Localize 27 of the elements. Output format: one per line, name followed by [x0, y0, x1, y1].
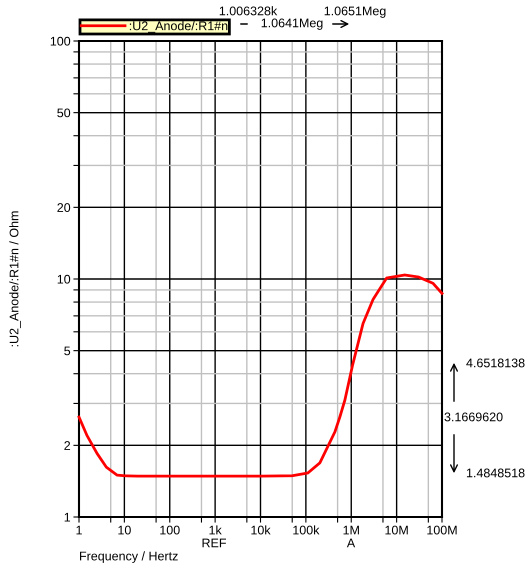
- text: 1.4848518: [466, 468, 525, 478]
- x-tick-label: 10: [118, 526, 131, 535]
- text: 4.6518138: [466, 358, 525, 368]
- y-axis-title: :U2_Anode/:R1#n / Ohm: [9, 211, 21, 346]
- text: 1.0641Meg: [262, 18, 322, 30]
- x-tick-label: 10M: [385, 526, 408, 535]
- x-tick-label: 100k: [293, 525, 320, 535]
- y-tick-label: 2: [64, 441, 70, 450]
- y-tick-label: 100: [50, 36, 70, 46]
- text: 1.0651Meg: [324, 6, 386, 18]
- y-tick-label: 50: [57, 108, 70, 118]
- legend-label: :U2_Anode/:R1#n: [130, 21, 228, 33]
- x-tick-label: 100M: [427, 526, 457, 535]
- x-axis-title: Frequency / Hertz: [80, 551, 178, 563]
- text: A: [346, 538, 356, 548]
- text: 3.1669620: [444, 412, 503, 422]
- y-tick-label: 20: [57, 203, 70, 212]
- x-tick-label: 10k: [251, 525, 271, 535]
- y-tick-label: 10: [58, 274, 70, 284]
- y-tick-label: 1: [64, 512, 70, 522]
- x-tick-label: 1: [76, 526, 82, 534]
- text: REF: [202, 538, 226, 548]
- x-tick-label: 1k: [209, 525, 222, 534]
- x-tick-label: 1M: [344, 526, 359, 534]
- text: 1.006328k: [220, 6, 278, 16]
- x-tick-label: 100: [160, 526, 180, 535]
- y-tick-label: 5: [64, 346, 70, 356]
